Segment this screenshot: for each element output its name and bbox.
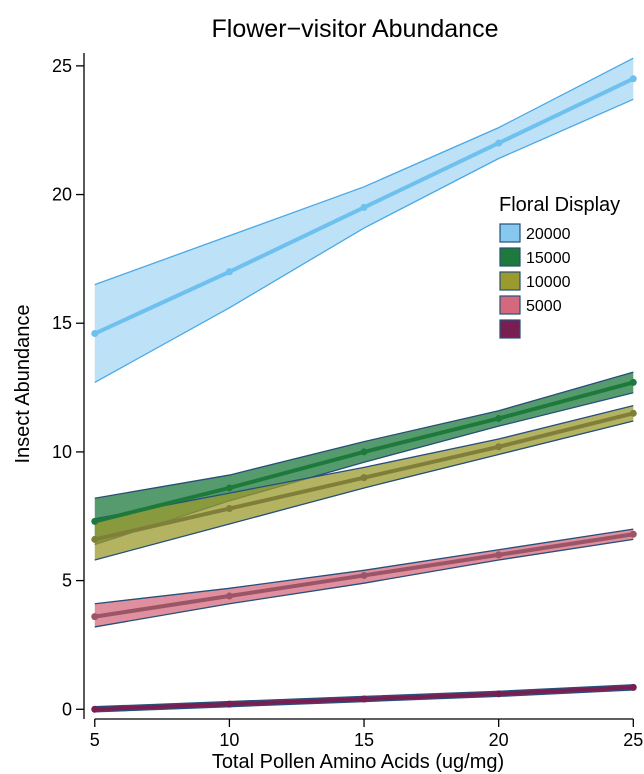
point-series-2-1 xyxy=(225,505,233,513)
y-tick-label: 10 xyxy=(52,442,72,462)
point-series-4-2 xyxy=(360,695,368,703)
point-series-1-4 xyxy=(629,378,637,386)
legend-swatch-4 xyxy=(499,319,521,339)
x-tick-label: 25 xyxy=(623,730,643,750)
series-points xyxy=(91,75,637,713)
y-tick-label: 0 xyxy=(62,699,72,719)
point-series-1-2 xyxy=(360,448,368,456)
confidence-bands xyxy=(94,57,634,713)
point-series-3-2 xyxy=(360,571,368,579)
legend-swatch-1 xyxy=(499,247,521,267)
point-series-2-3 xyxy=(495,443,503,451)
legend-swatch-2 xyxy=(499,271,521,291)
point-series-3-0 xyxy=(91,613,99,621)
legend-swatch-0 xyxy=(499,223,521,243)
band-lower-edge-series-3 xyxy=(94,538,634,628)
point-series-0-1 xyxy=(225,268,233,276)
legend-label-0: 20000 xyxy=(526,226,571,243)
series-lines xyxy=(92,76,636,712)
legend-label-2: 10000 xyxy=(526,274,571,291)
legend-label-3: 5000 xyxy=(526,298,562,315)
x-axis-label: Total Pollen Amino Acids (ug/mg) xyxy=(212,751,504,773)
point-series-4-3 xyxy=(495,690,503,698)
band-upper-edge-series-0 xyxy=(94,57,634,286)
chart-title: Flower−visitor Abundance xyxy=(212,15,499,43)
point-series-1-3 xyxy=(495,414,503,422)
point-series-0-3 xyxy=(495,139,503,147)
band-series-0 xyxy=(94,58,634,383)
x-tick-label: 5 xyxy=(90,730,100,750)
band-series-2 xyxy=(94,405,634,561)
point-series-4-1 xyxy=(225,700,233,708)
point-series-1-0 xyxy=(91,517,99,525)
legend-label-1: 15000 xyxy=(526,250,571,267)
point-series-3-3 xyxy=(495,551,503,559)
point-series-3-4 xyxy=(629,530,637,538)
point-series-2-4 xyxy=(629,409,637,417)
legend-swatch-3 xyxy=(499,295,521,315)
point-series-4-0 xyxy=(91,705,99,713)
y-tick-label: 25 xyxy=(52,56,72,76)
point-series-4-4 xyxy=(629,683,637,691)
point-series-1-1 xyxy=(225,484,233,492)
x-tick-label: 10 xyxy=(219,730,239,750)
point-series-2-2 xyxy=(360,474,368,482)
band-upper-edge-series-1 xyxy=(94,371,634,499)
y-tick-label: 15 xyxy=(52,313,72,333)
point-series-0-0 xyxy=(91,330,99,338)
point-series-0-2 xyxy=(360,203,368,211)
point-series-0-4 xyxy=(629,75,637,83)
x-tick-label: 20 xyxy=(489,730,509,750)
point-series-2-0 xyxy=(91,535,99,543)
y-tick-label: 5 xyxy=(62,571,72,591)
band-upper-edge-series-3 xyxy=(94,528,634,605)
x-tick-label: 15 xyxy=(354,730,374,750)
legend: Floral Display 20000 15000 10000 5000 xyxy=(499,194,620,339)
band-upper-edge-series-2 xyxy=(94,404,634,520)
y-axis-label: Insect Abundance xyxy=(12,304,34,463)
y-tick-label: 20 xyxy=(52,185,72,205)
band-lower-edge-series-0 xyxy=(94,98,634,383)
legend-title: Floral Display xyxy=(499,194,620,216)
point-series-3-1 xyxy=(225,592,233,600)
band-lower-edge-series-2 xyxy=(94,420,634,561)
